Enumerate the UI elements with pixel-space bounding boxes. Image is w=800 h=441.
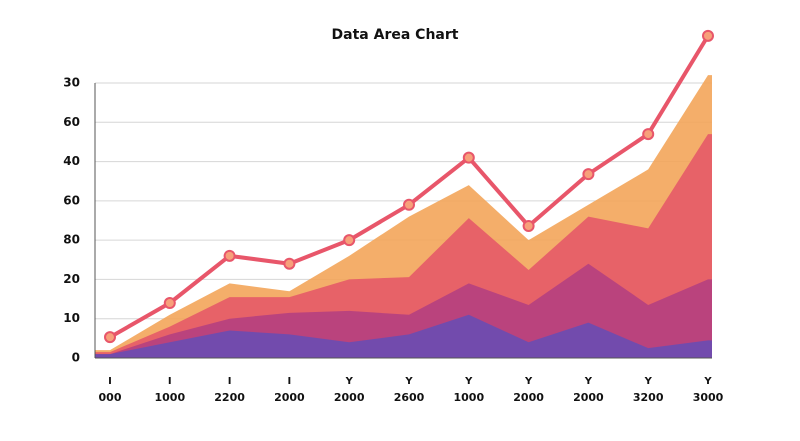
y-tick-label: 60 — [63, 115, 80, 129]
x-tick-symbol: I — [168, 376, 172, 387]
x-tick-symbol: I — [288, 376, 292, 387]
x-tick-label: 3200 — [633, 391, 664, 404]
x-tick-label: 000 — [99, 391, 122, 404]
y-tick-label: 80 — [63, 233, 80, 247]
x-tick-symbol: Y — [345, 376, 354, 387]
x-tick-symbol: Y — [584, 376, 593, 387]
line-marker — [582, 168, 595, 181]
y-tick-label: 10 — [63, 311, 80, 325]
y-tick-label: 40 — [63, 154, 80, 168]
x-tick-symbol: I — [228, 376, 232, 387]
x-tick-label: 3000 — [693, 391, 724, 404]
x-tick-label: 2000 — [573, 391, 604, 404]
y-tick-label: 60 — [63, 193, 80, 207]
x-tick-symbol: Y — [404, 376, 413, 387]
x-tick-symbol: Y — [644, 376, 653, 387]
x-tick-label: 2000 — [513, 391, 544, 404]
chart-title: Data Area Chart — [332, 27, 459, 43]
line-marker — [104, 331, 116, 344]
x-tick-label: 1000 — [453, 391, 484, 404]
x-tick-label: 2200 — [214, 391, 245, 404]
line-marker — [283, 257, 296, 270]
x-tick-label: 2000 — [274, 391, 305, 404]
y-tick-label: 20 — [63, 272, 80, 286]
x-tick-symbol: Y — [464, 376, 473, 387]
line-marker — [522, 220, 535, 232]
x-tick-symbol: Y — [703, 376, 712, 387]
line-marker — [642, 128, 655, 141]
area — [95, 314, 712, 358]
line-marker — [163, 297, 176, 309]
y-tick-label: 30 — [63, 76, 80, 90]
line-marker — [462, 151, 475, 164]
line-marker — [223, 249, 236, 262]
y-tick-label: 0 — [72, 351, 80, 365]
x-tick-label: 1000 — [154, 391, 185, 404]
x-tick-label: 2000 — [334, 391, 365, 404]
x-tick-label: 2600 — [394, 391, 425, 404]
line-marker — [702, 29, 714, 42]
line-marker — [403, 198, 415, 211]
x-tick-symbol: Y — [524, 376, 533, 387]
x-tick-symbol: I — [108, 376, 112, 387]
line-marker — [343, 234, 356, 247]
